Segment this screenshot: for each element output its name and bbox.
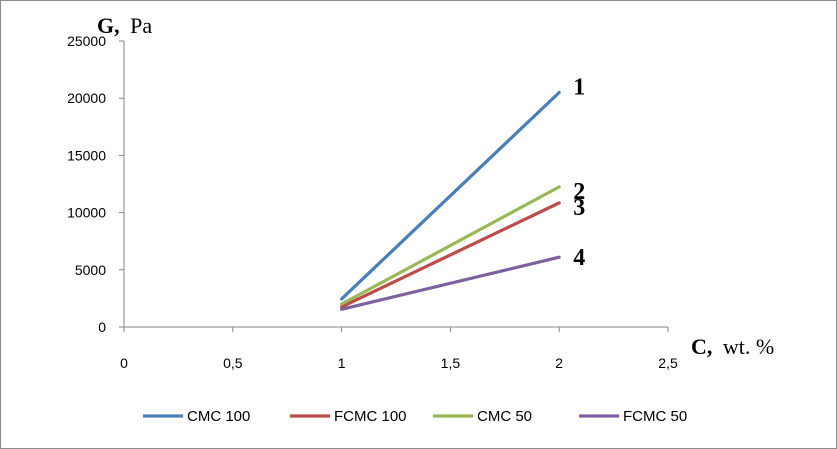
legend-label: FCMC 100 (334, 408, 407, 425)
series-line (340, 90, 561, 301)
y-tick-label: 25000 (67, 33, 106, 49)
legend: CMC 100 FCMC 100 CMC 50 FCMC 50 (143, 408, 687, 425)
legend-label: CMC 100 (187, 408, 250, 425)
curve-labels: 1 32 4 (573, 74, 585, 271)
y-tick-label: 20000 (67, 90, 106, 106)
series-line (340, 185, 561, 306)
x-tick-label: 1 (338, 355, 346, 371)
y-tick-label: 15000 (67, 147, 106, 163)
series-line (340, 201, 561, 309)
curve-number-label: 3 (573, 195, 585, 221)
y-tick-label: 10000 (67, 205, 106, 221)
x-tick-label: 2 (555, 355, 563, 371)
axes: 0 5000 10000 15000 20000 25000 0 0,5 1 1,5 2 2,5 (67, 33, 678, 371)
y-axis-title-unit: Pa (130, 13, 152, 38)
x-axis-title: C, wt. % (691, 334, 774, 359)
y-tick-label: 0 (98, 319, 106, 335)
curve-number-label: 2 (573, 179, 585, 205)
x-tick-label: 0 (120, 355, 128, 371)
x-tick-label: 1,5 (441, 355, 461, 371)
y-tick-label: 5000 (75, 262, 106, 278)
y-axis-title-symbol: G, (97, 13, 120, 38)
series-lines (340, 90, 561, 311)
legend-label: CMC 50 (477, 408, 532, 425)
x-axis-title-symbol: C, (691, 334, 712, 359)
x-tick-label: 2,5 (658, 355, 678, 371)
x-axis-title-unit: wt. % (723, 334, 774, 359)
curve-number-label: 1 (573, 74, 585, 100)
x-tick-label: 0,5 (223, 355, 243, 371)
series-line (340, 255, 561, 311)
y-axis-title: G, Pa (97, 13, 152, 38)
curve-number-label: 4 (573, 245, 585, 271)
legend-label: FCMC 50 (623, 408, 687, 425)
